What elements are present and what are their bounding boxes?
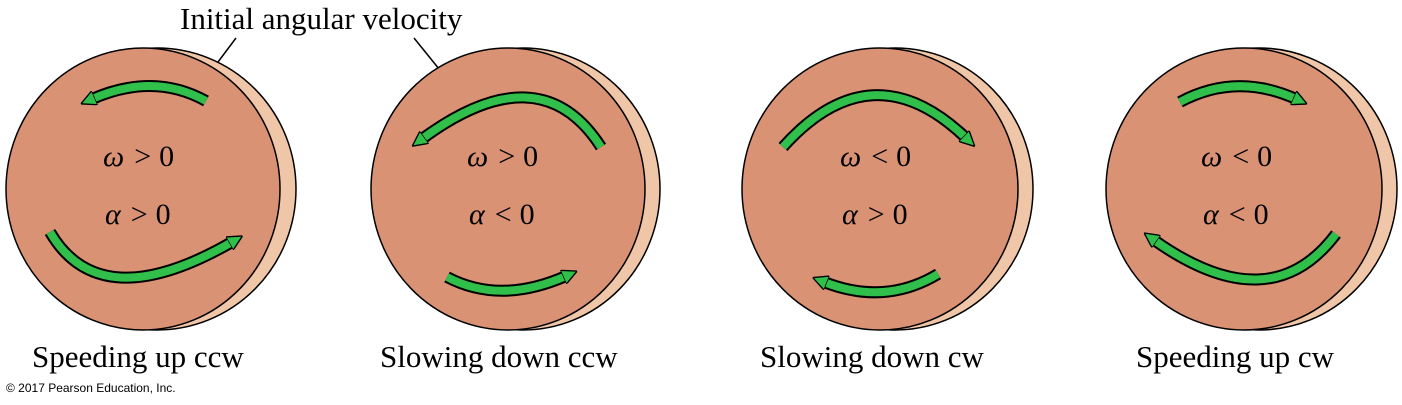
alpha-relation: α <0: [469, 198, 535, 231]
arrow-alpha-cw-bottom: [444, 276, 566, 297]
arrow-alpha-ccw-bottom: [44, 228, 232, 284]
alpha-relation: α >0: [842, 198, 908, 231]
alpha-relation: α <0: [1203, 198, 1269, 231]
disk-panel-speeding-up-cw: ω <0 α <0 Speeding up cw: [1105, 47, 1398, 374]
arrow-initial-cw-top: [778, 89, 966, 152]
arrow-alpha-cw-bottom: [1154, 230, 1341, 286]
caption: Slowing down ccw: [380, 339, 618, 374]
omega-relation: ω <0: [1201, 140, 1272, 173]
caption: Slowing down cw: [760, 339, 985, 374]
disk-panel-slowing-down-cw: ω <0 α >0 Slowing down cw: [741, 47, 1034, 374]
copyright-notice: © 2017 Pearson Education, Inc.: [6, 381, 176, 395]
disk-panel-slowing-down-ccw: ω >0 α <0 Slowing down ccw: [370, 47, 661, 374]
omega-relation: ω >0: [103, 140, 174, 173]
omega-relation: ω >0: [467, 140, 538, 173]
arrow-initial-ccw-top: [92, 80, 209, 107]
alpha-relation: α >0: [105, 198, 171, 231]
disk-panel-speeding-up-ccw: ω >0 α >0 Speeding up ccw: [5, 47, 297, 374]
initial-angular-velocity-label: Initial angular velocity: [180, 1, 463, 36]
caption: Speeding up ccw: [32, 339, 244, 374]
arrow-initial-cw-top: [1177, 80, 1296, 108]
caption: Speeding up cw: [1136, 339, 1335, 374]
arrow-initial-ccw-top: [422, 91, 607, 151]
omega-relation: ω <0: [840, 140, 911, 173]
arrow-alpha-ccw-bottom: [824, 268, 942, 299]
